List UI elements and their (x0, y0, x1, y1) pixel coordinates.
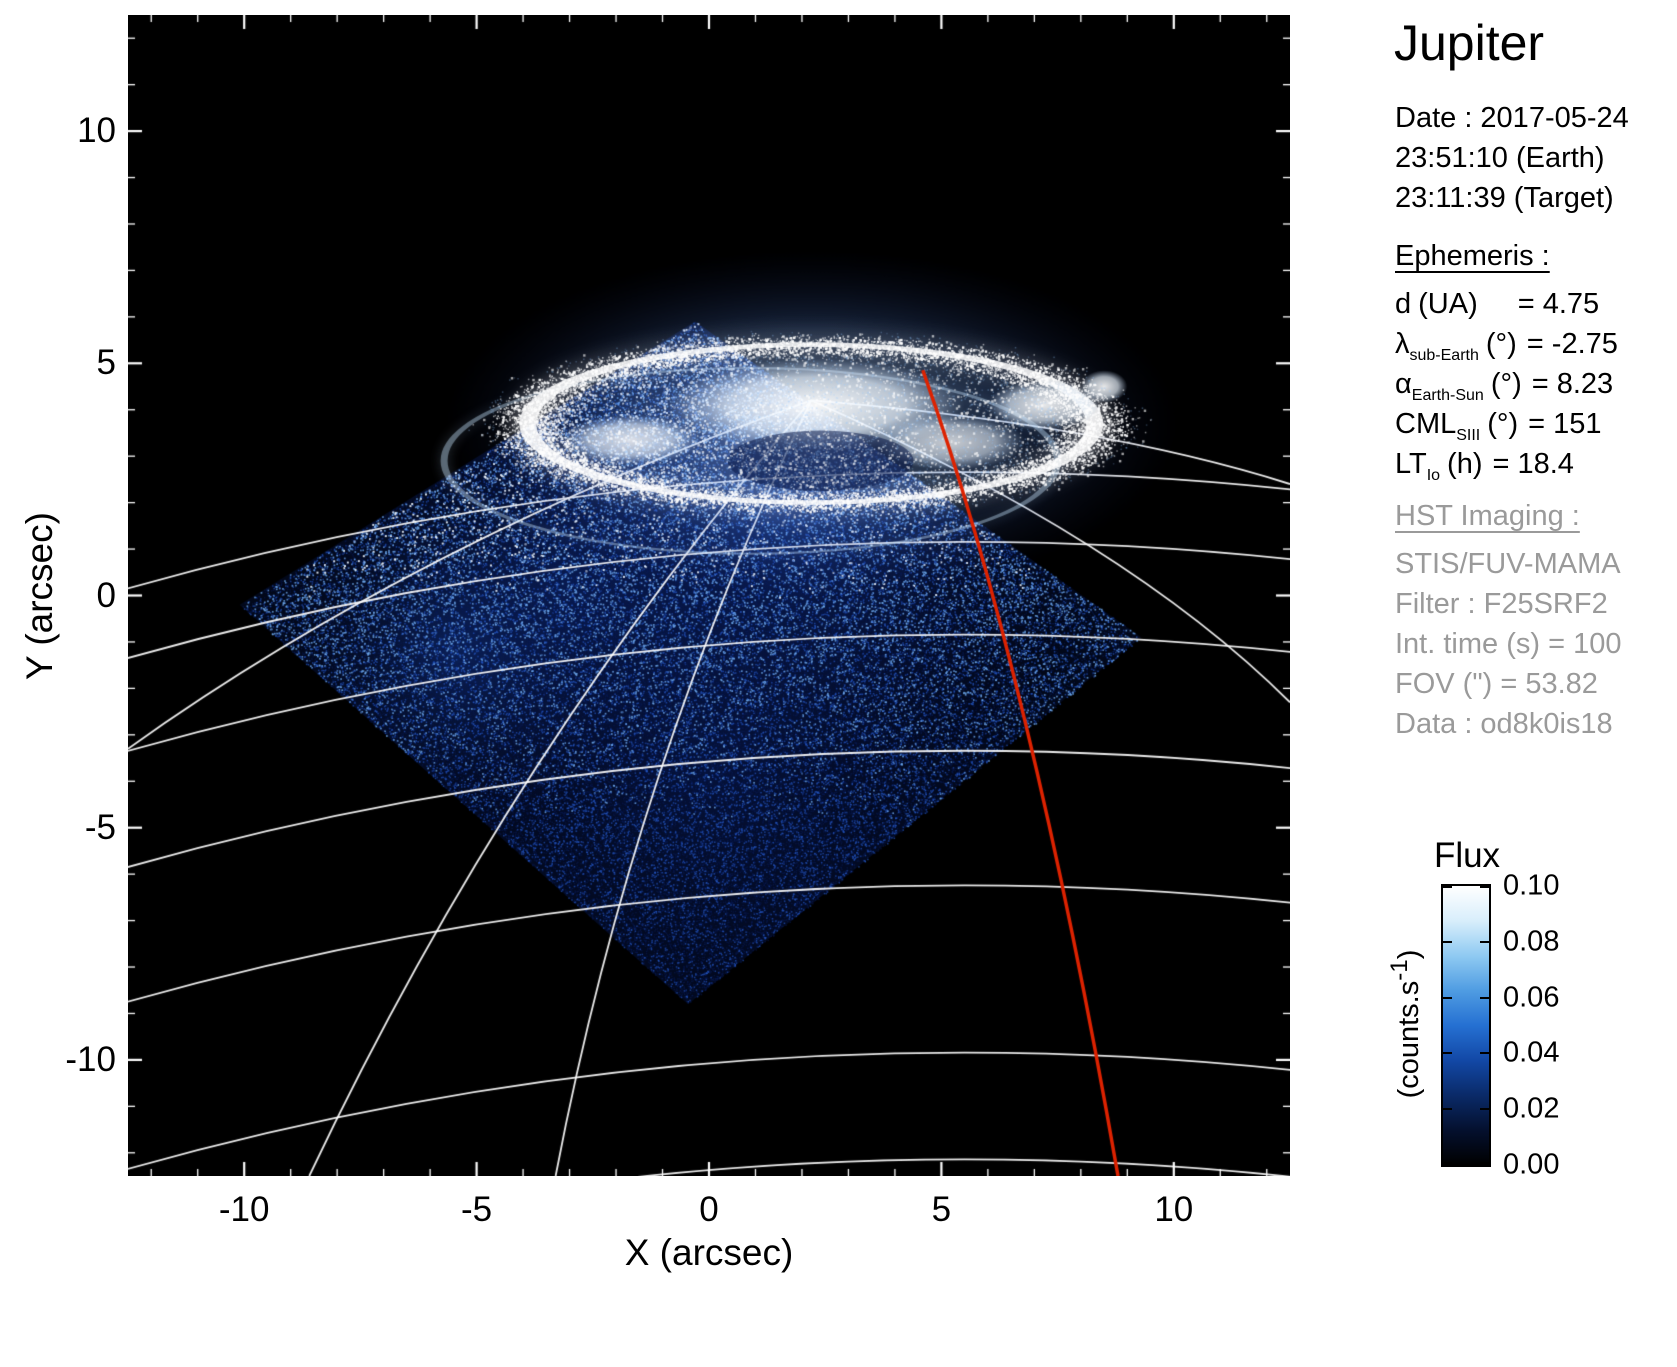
colorbar-tick (1480, 1108, 1489, 1110)
y-axis-title: Y (arcsec) (19, 512, 61, 680)
ephemeris-row: LTIo (h) = 18.4 (1395, 444, 1618, 484)
ephemeris-row: CMLSIII (°) = 151 (1395, 404, 1618, 444)
colorbar-tick (1443, 997, 1452, 999)
ephemeris-subscript: sub-Earth (1410, 347, 1479, 364)
figure: -10 -5 0 5 10 -10 -5 0 5 10 X (arcsec) Y (arcsec… (0, 0, 1677, 1367)
ephemeris-unit: (°) (1486, 328, 1517, 360)
ephemeris-symbol: λ (1395, 328, 1410, 360)
colorbar-unit-label: (counts.s-1) (1386, 950, 1426, 1099)
colorbar-tick (1443, 1052, 1452, 1054)
ephemeris-unit: (UA) (1418, 288, 1478, 320)
ephemeris-row: αEarth-Sun (°) = 8.23 (1395, 364, 1618, 404)
obs-target-time: 23:11:39 (Target) (1395, 178, 1629, 218)
ephemeris-subscript: Io (1427, 467, 1440, 484)
ephemeris-value: = 151 (1528, 408, 1601, 440)
ephemeris-symbol: d (1395, 288, 1411, 320)
ephemeris-value: = 18.4 (1493, 448, 1574, 480)
colorbar-tick (1480, 1052, 1489, 1054)
colorbar-tick-label: 0.00 (1503, 1149, 1559, 1182)
y-tick-label: 5 (97, 343, 116, 383)
ephemeris-subscript: SIII (1456, 427, 1480, 444)
ephemeris-value: = 8.23 (1532, 368, 1613, 400)
colorbar-unit-text: (counts.s (1393, 981, 1425, 1099)
hst-info-line: Int. time (s) = 100 (1395, 624, 1621, 664)
colorbar-tick (1443, 886, 1452, 888)
y-tick-label: 0 (97, 576, 116, 616)
colorbar-tick-label: 0.02 (1503, 1093, 1559, 1126)
y-tick-label: -5 (85, 808, 116, 848)
obs-earth-time: 23:51:10 (Earth) (1395, 138, 1629, 178)
ephemeris-symbol: α (1395, 368, 1412, 400)
colorbar-tick-label: 0.06 (1503, 981, 1559, 1014)
hst-header: HST Imaging : (1395, 500, 1580, 533)
colorbar-tick (1480, 886, 1489, 888)
colorbar-tick (1480, 997, 1489, 999)
x-tick-label: -10 (219, 1190, 270, 1230)
ephemeris-row: d (UA) = 4.75 (1395, 284, 1618, 324)
colorbar-tick (1480, 941, 1489, 943)
ephemeris-subscript: Earth-Sun (1412, 387, 1484, 404)
colorbar-unit-text: ) (1393, 950, 1425, 960)
ephemeris-symbol: LT (1395, 448, 1427, 480)
hst-info-line: Filter : F25SRF2 (1395, 584, 1621, 624)
hst-info-lines: STIS/FUV-MAMA Filter : F25SRF2 Int. time (… (1395, 544, 1621, 744)
obs-date: Date : 2017-05-24 (1395, 98, 1629, 138)
x-tick-label: 5 (932, 1190, 951, 1230)
colorbar-tick (1443, 941, 1452, 943)
plot-area (128, 15, 1290, 1176)
jupiter-fuv-image (128, 15, 1290, 1176)
observation-block: Date : 2017-05-24 23:51:10 (Earth) 23:11… (1395, 98, 1629, 218)
x-tick-label: -5 (461, 1190, 492, 1230)
colorbar-tick (1480, 1162, 1489, 1164)
y-tick-label: -10 (65, 1040, 116, 1080)
ephemeris-header: Ephemeris : (1395, 240, 1550, 273)
ephemeris-unit: (°) (1491, 368, 1522, 400)
colorbar-unit-superscript: -1 (1386, 959, 1413, 980)
target-title: Jupiter (1394, 14, 1544, 72)
colorbar (1441, 884, 1491, 1167)
colorbar-tick (1443, 1108, 1452, 1110)
colorbar-tick-label: 0.10 (1503, 870, 1559, 903)
ephemeris-rows: d (UA) = 4.75 λsub-Earth (°) = -2.75 αEarth-Su… (1395, 284, 1618, 484)
ephemeris-unit: (°) (1487, 408, 1518, 440)
colorbar-tick-label: 0.08 (1503, 925, 1559, 958)
colorbar-tick-label: 0.04 (1503, 1037, 1559, 1070)
y-tick-label: 10 (77, 111, 116, 151)
hst-info-line: FOV (") = 53.82 (1395, 664, 1621, 704)
x-axis-title: X (arcsec) (625, 1232, 794, 1274)
ephemeris-value: = -2.75 (1527, 328, 1618, 360)
colorbar-title: Flux (1434, 836, 1500, 876)
hst-info-line: STIS/FUV-MAMA (1395, 544, 1621, 584)
ephemeris-row: λsub-Earth (°) = -2.75 (1395, 324, 1618, 364)
ephemeris-value: = 4.75 (1518, 288, 1599, 320)
ephemeris-unit: (h) (1447, 448, 1482, 480)
ephemeris-symbol: CML (1395, 408, 1456, 440)
colorbar-tick (1443, 1162, 1452, 1164)
x-tick-label: 10 (1154, 1190, 1193, 1230)
x-tick-label: 0 (699, 1190, 718, 1230)
hst-info-line: Data : od8k0is18 (1395, 704, 1621, 744)
